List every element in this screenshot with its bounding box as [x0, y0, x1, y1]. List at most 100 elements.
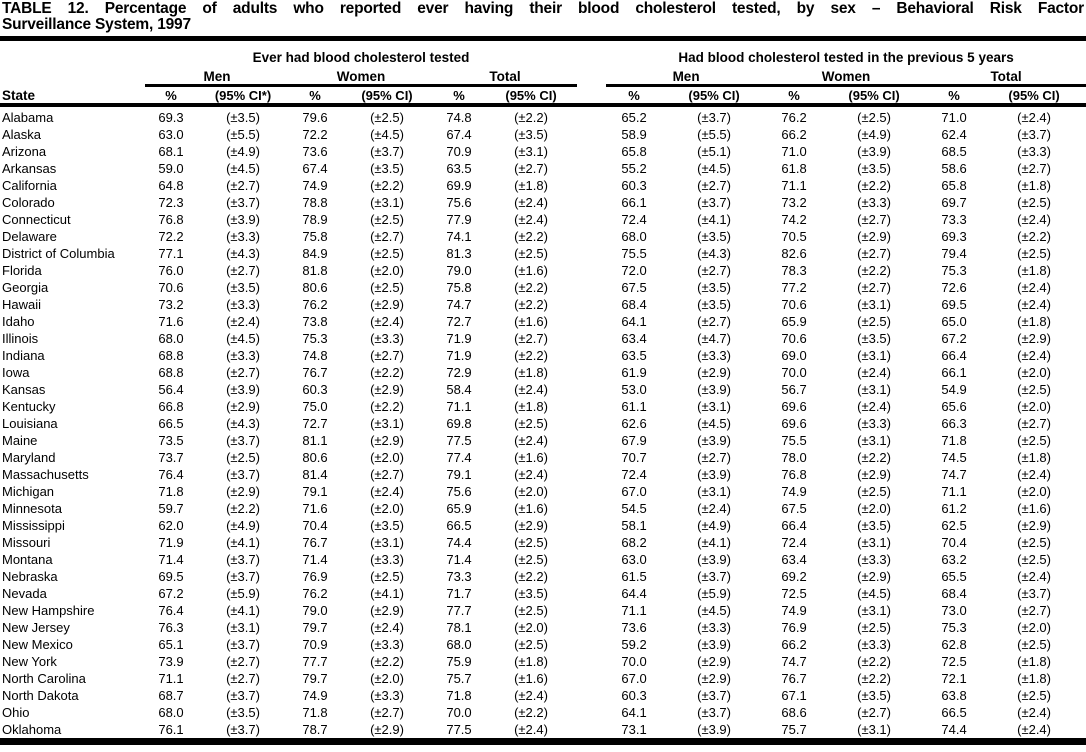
value-cell: (±2.7) [226, 671, 260, 686]
value-cell: 70.0 [781, 365, 807, 380]
value-cell: 75.8 [446, 280, 472, 295]
value-cell: 71.9 [446, 348, 472, 363]
table-row: Massachusetts 76.4 (±3.7) 81.4 (±2.7) 79… [0, 466, 1086, 483]
value-cell: 78.7 [302, 722, 328, 737]
column-header-pct: % [926, 85, 983, 107]
state-cell: New York [2, 654, 57, 669]
value-cell: (±3.3) [370, 637, 404, 652]
table-row: Maryland 73.7 (±2.5) 80.6 (±2.0) 77.4 (±… [0, 449, 1086, 466]
row-spacer [577, 619, 606, 636]
value-cell: 65.8 [621, 144, 647, 159]
value-cell: (±2.7) [370, 705, 404, 720]
state-cell: Arizona [2, 144, 47, 159]
value-cell: 65.1 [158, 637, 184, 652]
value-cell: 62.4 [941, 127, 967, 142]
value-cell: 73.2 [158, 297, 184, 312]
value-cell: 75.5 [621, 246, 647, 261]
value-cell: 75.3 [941, 620, 967, 635]
value-cell: (±2.5) [370, 212, 404, 227]
value-cell: (±3.5) [697, 229, 731, 244]
value-cell: 68.0 [158, 331, 184, 346]
subgroup-header-women-ever: Women [289, 65, 433, 87]
value-cell: 76.4 [158, 467, 184, 482]
value-cell: (±3.3) [857, 195, 891, 210]
value-cell: (±2.0) [370, 450, 404, 465]
row-spacer [577, 636, 606, 653]
value-cell: 77.1 [158, 246, 184, 261]
value-cell: (±2.7) [857, 212, 891, 227]
title-rule [0, 36, 1086, 41]
value-cell: 70.9 [302, 637, 328, 652]
value-cell: (±2.0) [370, 501, 404, 516]
value-cell: (±2.5) [1017, 688, 1051, 703]
value-cell: (±4.3) [226, 416, 260, 431]
value-cell: 74.7 [941, 467, 967, 482]
value-cell: (±4.1) [697, 212, 731, 227]
value-cell: 78.8 [302, 195, 328, 210]
value-cell: (±4.3) [226, 246, 260, 261]
value-cell: (±3.7) [1017, 586, 1051, 601]
value-cell: (±2.4) [1017, 467, 1051, 482]
value-cell: 81.3 [446, 246, 472, 261]
value-cell: 69.6 [781, 416, 807, 431]
row-spacer [577, 262, 606, 279]
value-cell: 71.4 [302, 552, 328, 567]
state-cell: District of Columbia [2, 246, 115, 261]
table-row: Missouri 71.9 (±4.1) 76.7 (±3.1) 74.4 (±… [0, 534, 1086, 551]
value-cell: 74.8 [302, 348, 328, 363]
value-cell: (±2.9) [857, 229, 891, 244]
value-cell: (±3.7) [226, 467, 260, 482]
value-cell: (±2.4) [1017, 569, 1051, 584]
value-cell: (±3.7) [697, 705, 731, 720]
value-cell: 77.5 [446, 433, 472, 448]
value-cell: 71.4 [158, 552, 184, 567]
state-cell: Idaho [2, 314, 35, 329]
column-header-ci: (95% CI) [822, 85, 927, 107]
table-row: Florida 76.0 (±2.7) 81.8 (±2.0) 79.0 (±1… [0, 262, 1086, 279]
value-cell: 73.0 [941, 603, 967, 618]
table-row: Maine 73.5 (±3.7) 81.1 (±2.9) 77.5 (±2.4… [0, 432, 1086, 449]
value-cell: (±2.5) [857, 110, 891, 125]
value-cell: (±2.2) [857, 450, 891, 465]
column-header-row: % (95% CI*) % (95% CI) % (95% CI) % (95%… [0, 85, 1086, 107]
value-cell: (±2.5) [514, 246, 548, 261]
value-cell: 71.0 [941, 110, 967, 125]
state-cell: Delaware [2, 229, 57, 244]
value-cell: (±2.7) [857, 280, 891, 295]
value-cell: (±4.5) [697, 161, 731, 176]
value-cell: 68.1 [158, 144, 184, 159]
value-cell: (±1.6) [514, 501, 548, 516]
value-cell: (±2.7) [370, 229, 404, 244]
row-spacer [577, 126, 606, 143]
value-cell: 62.8 [941, 637, 967, 652]
value-cell: (±1.8) [514, 654, 548, 669]
value-cell: 62.5 [941, 518, 967, 533]
value-cell: 61.9 [621, 365, 647, 380]
subgroup-header-total-ever: Total [433, 65, 578, 87]
value-cell: (±3.7) [697, 569, 731, 584]
subgroup-header-women-5yr: Women [766, 65, 927, 87]
value-cell: 65.6 [941, 399, 967, 414]
value-cell: 75.6 [446, 484, 472, 499]
value-cell: 68.4 [941, 586, 967, 601]
value-cell: 72.0 [621, 263, 647, 278]
value-cell: (±2.9) [370, 382, 404, 397]
state-cell: New Mexico [2, 637, 73, 652]
value-cell: 70.4 [941, 535, 967, 550]
value-cell: 71.7 [446, 586, 472, 601]
value-cell: (±3.7) [697, 110, 731, 125]
value-cell: (±2.5) [514, 603, 548, 618]
value-cell: (±3.3) [857, 552, 891, 567]
value-cell: 76.2 [302, 586, 328, 601]
value-cell: (±2.7) [226, 263, 260, 278]
row-spacer [577, 398, 606, 415]
value-cell: 58.1 [621, 518, 647, 533]
value-cell: (±2.4) [1017, 110, 1051, 125]
value-cell: 65.9 [781, 314, 807, 329]
value-cell: (±3.3) [857, 637, 891, 652]
column-header-pct: % [433, 85, 485, 107]
table-row: Hawaii 73.2 (±3.3) 76.2 (±2.9) 74.7 (±2.… [0, 296, 1086, 313]
value-cell: (±1.8) [514, 399, 548, 414]
group-header-row: State Ever had blood cholesterol tested … [0, 41, 1086, 107]
value-cell: (±2.9) [226, 484, 260, 499]
